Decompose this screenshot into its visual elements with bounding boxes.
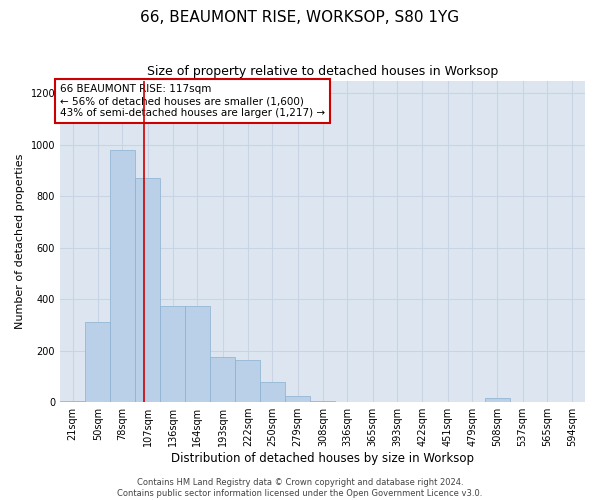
Bar bbox=[285, 396, 310, 402]
Bar bbox=[260, 382, 284, 402]
Bar bbox=[235, 360, 260, 402]
Title: Size of property relative to detached houses in Worksop: Size of property relative to detached ho… bbox=[147, 65, 498, 78]
X-axis label: Distribution of detached houses by size in Worksop: Distribution of detached houses by size … bbox=[171, 452, 474, 465]
Bar bbox=[85, 322, 110, 402]
Y-axis label: Number of detached properties: Number of detached properties bbox=[15, 154, 25, 329]
Bar bbox=[135, 178, 160, 402]
Bar bbox=[210, 357, 235, 402]
Bar bbox=[60, 401, 85, 402]
Bar bbox=[185, 306, 209, 402]
Text: 66 BEAUMONT RISE: 117sqm
← 56% of detached houses are smaller (1,600)
43% of sem: 66 BEAUMONT RISE: 117sqm ← 56% of detach… bbox=[60, 84, 325, 117]
Bar bbox=[160, 306, 185, 402]
Bar bbox=[110, 150, 134, 402]
Text: 66, BEAUMONT RISE, WORKSOP, S80 1YG: 66, BEAUMONT RISE, WORKSOP, S80 1YG bbox=[140, 10, 460, 25]
Bar bbox=[485, 398, 509, 402]
Text: Contains HM Land Registry data © Crown copyright and database right 2024.
Contai: Contains HM Land Registry data © Crown c… bbox=[118, 478, 482, 498]
Bar bbox=[310, 401, 335, 402]
